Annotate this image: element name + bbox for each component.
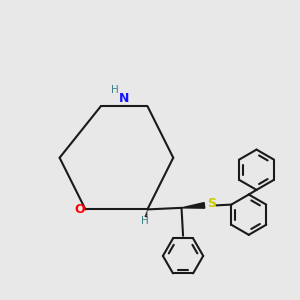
Text: H: H xyxy=(111,85,119,95)
Text: H: H xyxy=(141,216,149,226)
Polygon shape xyxy=(182,202,205,208)
Text: S: S xyxy=(207,197,216,210)
Text: O: O xyxy=(74,203,85,216)
Text: N: N xyxy=(119,92,129,105)
